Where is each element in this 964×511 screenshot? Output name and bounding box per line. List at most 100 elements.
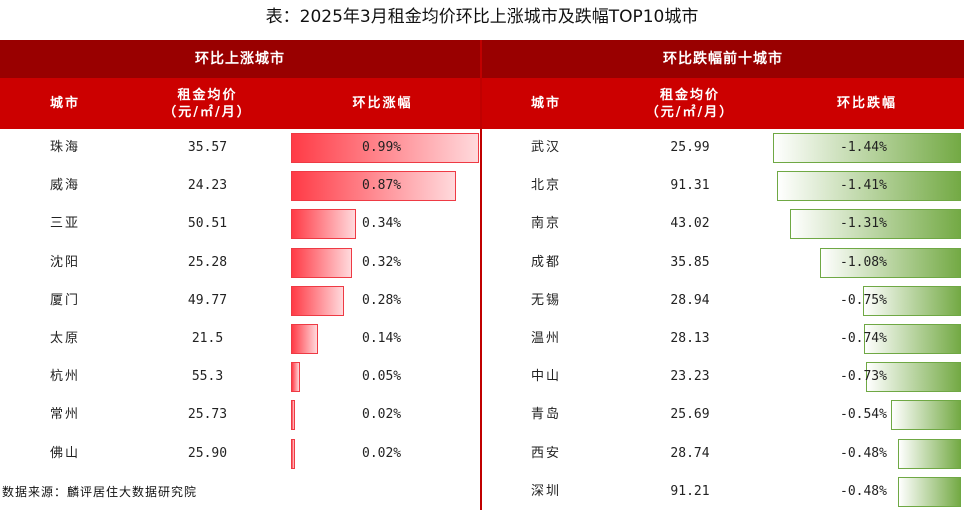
col-change: 环比涨幅: [352, 96, 413, 111]
data-source-note: 数据来源：麟评居住大数据研究院: [2, 485, 198, 499]
city-cell: 温州: [530, 331, 561, 346]
change-bar: [789, 209, 961, 240]
table-row: 温州 28.13 -0.74%: [482, 320, 964, 358]
change-label: 0.02%: [362, 445, 402, 461]
change-bar: [773, 133, 961, 163]
change-bar: [291, 285, 345, 316]
rent-cell: 21.5: [191, 331, 224, 346]
change-bar: [864, 324, 961, 354]
table-row: 南京 43.02 -1.31%: [482, 205, 964, 243]
city-cell: 武汉: [530, 140, 561, 155]
city-cell: 三亚: [49, 216, 80, 232]
city-cell: 佛山: [49, 445, 80, 461]
change-label: -1.41%: [840, 178, 887, 194]
rent-cell: 28.74: [670, 445, 710, 461]
table-row: 武汉 25.99 -1.44%: [482, 129, 964, 167]
rent-cell: 25.69: [670, 407, 710, 423]
change-label: -0.73%: [840, 369, 887, 385]
falling-column-headers: 城市 租金均价 （元/㎡/月） 环比跌幅: [482, 78, 964, 129]
rising-column-headers: 城市 租金均价 （元/㎡/月） 环比涨幅: [0, 78, 480, 129]
rent-cell: 55.3: [191, 369, 224, 385]
change-label: -1.44%: [840, 140, 887, 155]
change-bar: [863, 285, 961, 316]
table-row: 常州 25.73 0.02%: [0, 396, 480, 434]
city-cell: 青岛: [530, 407, 561, 423]
change-bar: [291, 247, 352, 278]
change-bar: [820, 247, 961, 278]
rent-cell: 91.31: [670, 178, 710, 194]
change-label: -0.74%: [840, 331, 887, 346]
rent-cell: 24.23: [187, 178, 228, 194]
city-cell: 西安: [530, 445, 561, 461]
table-row: 三亚 50.51 0.34%: [0, 205, 480, 243]
rent-cell: 91.21: [670, 483, 710, 499]
table-row: 珠海 35.57 0.99%: [0, 129, 480, 167]
change-label: 0.34%: [362, 216, 402, 232]
city-cell: 常州: [49, 407, 80, 423]
change-label: 0.02%: [362, 407, 402, 423]
chart-title: 表：2025年3月租金均价环比上涨城市及跌幅TOP10城市: [265, 7, 699, 27]
table-row: 中山 23.23 -0.73%: [482, 358, 964, 396]
table-row: 青岛 25.69 -0.54%: [482, 396, 964, 434]
rent-cell: 25.28: [187, 254, 228, 270]
change-bar: [291, 324, 318, 354]
table-row: 佛山 25.90 0.02%: [0, 435, 480, 473]
change-label: -0.48%: [840, 445, 887, 461]
city-cell: 深圳: [530, 483, 561, 499]
table-row: 厦门 49.77 0.28%: [0, 282, 480, 320]
table-row: 成都 35.85 -1.08%: [482, 244, 964, 282]
change-label: -0.54%: [840, 407, 887, 423]
panel-divider: [480, 40, 482, 510]
city-cell: 厦门: [49, 292, 80, 308]
city-cell: 珠海: [49, 140, 80, 155]
change-label: 0.28%: [362, 292, 402, 308]
col-rent: 租金均价 （元/㎡/月）: [163, 87, 252, 120]
city-cell: 沈阳: [49, 254, 80, 270]
change-bar: [291, 438, 295, 469]
rent-cell: 25.73: [187, 407, 228, 423]
city-cell: 威海: [49, 178, 80, 194]
change-label: 0.14%: [362, 331, 402, 346]
change-bar: [865, 362, 961, 393]
change-label: -1.08%: [840, 254, 887, 270]
change-bar: [890, 400, 961, 431]
rent-cell: 49.77: [187, 292, 228, 308]
change-label: 0.87%: [362, 178, 402, 194]
city-cell: 北京: [530, 178, 561, 194]
rent-cell: 43.02: [670, 216, 710, 232]
table-row: 太原 21.5 0.14%: [0, 320, 480, 358]
city-cell: 太原: [49, 331, 80, 346]
rent-cell: 50.51: [187, 216, 228, 232]
change-label: 0.32%: [362, 254, 402, 270]
city-cell: 无锡: [530, 292, 561, 308]
change-label: -0.75%: [840, 292, 887, 308]
rent-cell: 25.99: [670, 140, 710, 155]
rent-cell: 23.23: [670, 369, 710, 385]
col-change: 环比跌幅: [836, 96, 897, 111]
change-bar: [291, 133, 479, 163]
change-bar: [291, 362, 301, 393]
table-row: 无锡 28.94 -0.75%: [482, 282, 964, 320]
rising-cities-panel: 环比上涨城市 城市 租金均价 （元/㎡/月） 环比涨幅 珠海 35.57 0.99% 威…: [0, 40, 480, 469]
rent-cell: 28.94: [670, 292, 710, 308]
table-row: 西安 28.74 -0.48%: [482, 435, 964, 473]
table-row: 沈阳 25.28 0.32%: [0, 244, 480, 282]
table-row: 北京 91.31 -1.41%: [482, 167, 964, 205]
change-bar: [291, 171, 457, 202]
change-bar: [898, 476, 961, 507]
city-cell: 中山: [530, 369, 561, 385]
rent-cell: 25.90: [187, 445, 228, 461]
change-bar: [776, 171, 961, 202]
change-label: 0.99%: [362, 140, 402, 155]
table-row: 威海 24.23 0.87%: [0, 167, 480, 205]
table-row: 杭州 55.3 0.05%: [0, 358, 480, 396]
change-label: 0.05%: [362, 369, 402, 385]
city-cell: 成都: [530, 254, 561, 270]
falling-cities-panel: 环比跌幅前十城市 城市 租金均价 （元/㎡/月） 环比跌幅 武汉 25.99 -1.4…: [482, 40, 964, 507]
col-rent: 租金均价 （元/㎡/月）: [645, 87, 735, 120]
change-label: -1.31%: [840, 216, 887, 232]
table-row: 深圳 91.21 -0.48%: [482, 473, 964, 511]
col-city: 城市: [49, 96, 80, 111]
change-bar: [898, 438, 961, 469]
rent-cell: 35.57: [187, 140, 228, 155]
